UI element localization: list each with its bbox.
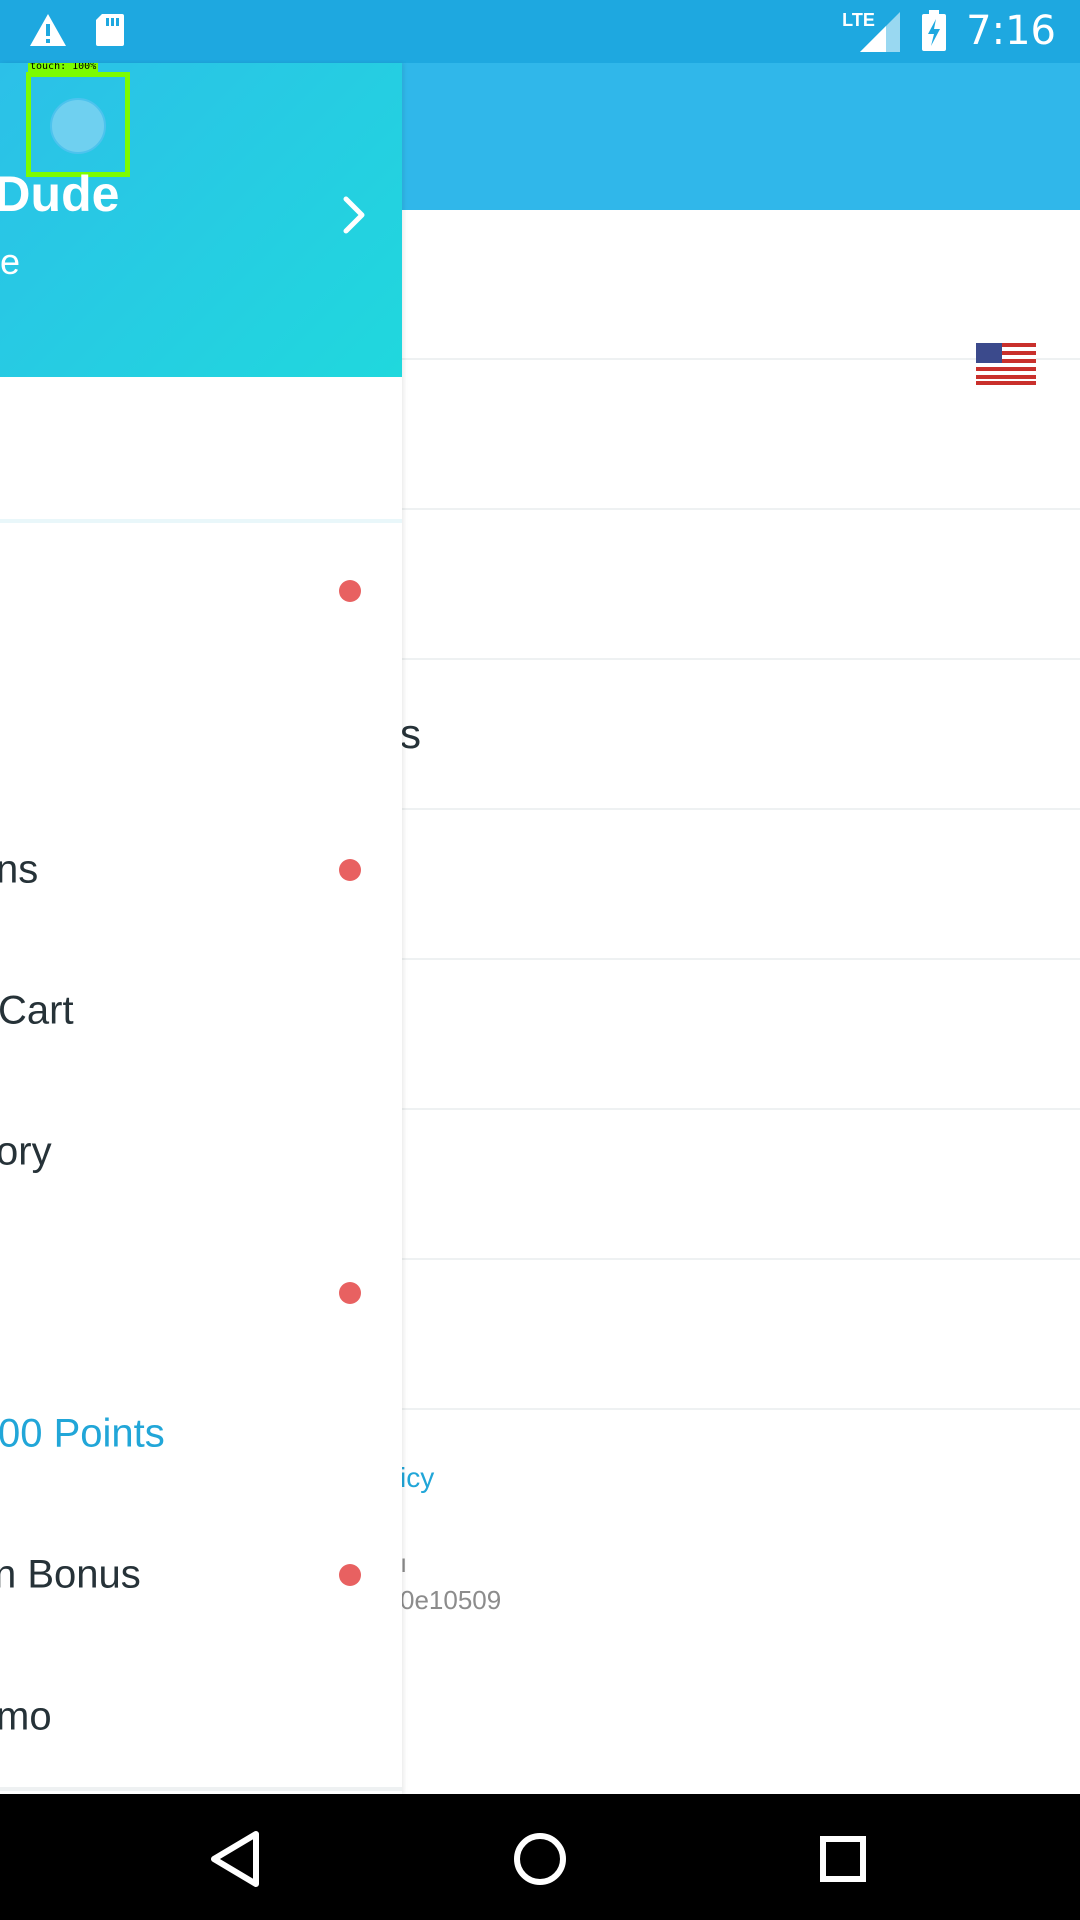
list-item[interactable] [0,360,1080,510]
battery-charging-icon [922,10,947,51]
drawer-item[interactable]: 00 Points [0,1411,165,1456]
drawer-header[interactable]: touch: 100% o Dude Profile [0,63,402,377]
drawer-item[interactable]: mo [0,1694,52,1739]
status-bar: LTE 7:16 [0,0,1080,63]
privacy-policy-link[interactable]: icy [400,1462,435,1493]
list-item[interactable] [0,510,1080,660]
notification-dot [339,1564,361,1586]
drawer-item[interactable]: ns [0,805,402,935]
notification-dot [339,1282,361,1304]
view-profile-link[interactable]: Profile [0,241,21,282]
drawer-item[interactable] [0,526,402,656]
build-id: 0e10509 [400,1585,502,1615]
list-item[interactable] [0,210,1080,360]
list-item[interactable]: s [0,660,1080,810]
us-flag-icon [976,343,1036,385]
network-label: LTE [842,10,875,30]
lte-signal-icon: LTE [842,8,902,54]
recents-icon[interactable] [798,1814,888,1904]
touch-indicator [26,72,130,177]
sd-card-icon [96,14,124,46]
back-icon[interactable] [192,1814,282,1904]
notification-dot [339,580,361,602]
touch-label: touch: 100% [28,63,99,72]
navigation-bar [0,1794,1080,1920]
list-item[interactable] [0,1110,1080,1260]
list-item[interactable] [0,1260,1080,1410]
home-icon[interactable] [495,1814,585,1904]
avatar[interactable] [50,98,106,154]
drawer-item[interactable]: ory [0,1129,52,1174]
status-time: 7:16 [966,8,1056,54]
list-item[interactable] [0,960,1080,1110]
navigation-drawer: touch: 100% o Dude Profile ns Cart ory 0… [0,63,402,1794]
drawer-item[interactable] [0,1228,402,1358]
version-label: ı [400,1548,408,1578]
settings-list: s [0,210,1080,1410]
list-item[interactable] [0,810,1080,960]
drawer-item[interactable]: Cart [0,988,74,1033]
drawer-divider [0,1787,402,1791]
chevron-right-icon[interactable] [334,195,374,235]
drawer-divider [0,519,402,523]
user-name: o Dude [0,166,120,222]
notification-dot [339,859,361,881]
drawer-item[interactable]: n Bonus [0,1510,402,1640]
warning-icon [30,14,66,46]
